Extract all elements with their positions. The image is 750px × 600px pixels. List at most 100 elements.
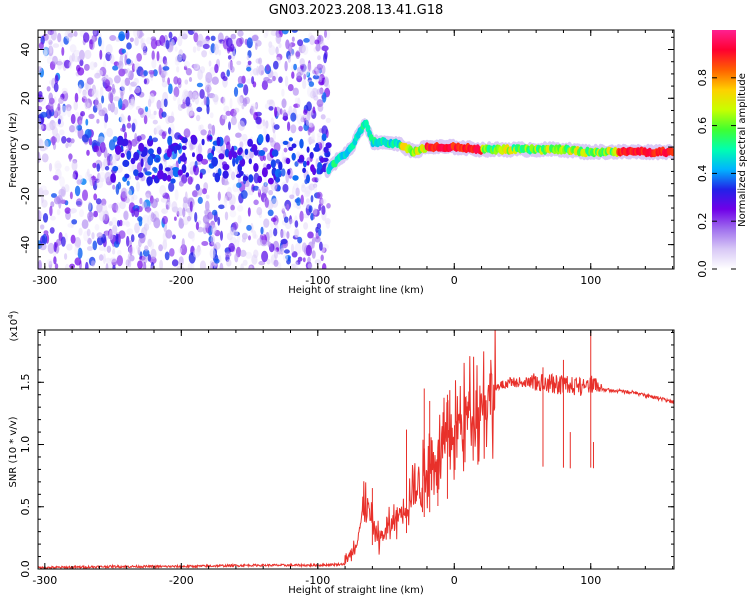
- spectrogram-noise-cell: [109, 54, 115, 64]
- spectrogram-noise-cell: [57, 32, 62, 43]
- spectrogram-noise-cell: [61, 46, 65, 56]
- spectrogram-noise-cell: [80, 111, 85, 117]
- spectrogram-noise-cell: [287, 55, 292, 63]
- spectrogram-noise-cell: [169, 248, 175, 257]
- spectrogram-noise-cell: [311, 177, 318, 183]
- spectrogram-noise-cell: [187, 230, 195, 239]
- spectrogram-noise-cell: [321, 247, 327, 254]
- spectrogram-noise-cell: [65, 104, 72, 112]
- spectrogram-noise-cell: [218, 153, 225, 160]
- spectrogram-noise-cell: [78, 120, 83, 126]
- spectrogram-noise-cell: [128, 246, 136, 256]
- spectrogram-noise-cell: [39, 211, 43, 218]
- spectrogram-noise-cell: [253, 163, 259, 172]
- spectrogram-noise-cell: [196, 82, 203, 88]
- spectrogram-noise-cell: [190, 135, 198, 145]
- spectrogram-noise-cell: [145, 193, 150, 200]
- spectrogram-noise-cell: [158, 244, 164, 252]
- spectrogram-noise-cell: [115, 233, 119, 245]
- spectrogram-noise-cell: [105, 263, 109, 269]
- spectrogram-noise-cell: [78, 227, 83, 236]
- spectrogram-noise-cell: [45, 123, 53, 131]
- snr-multiplier-close: ): [9, 310, 20, 314]
- spectrogram-noise-cell: [71, 160, 78, 171]
- spectrogram-noise-cell: [297, 39, 304, 47]
- spectrogram-noise-cell: [38, 106, 43, 111]
- spectrogram-noise-cell: [46, 259, 54, 265]
- spectrogram-noise-cell: [223, 115, 228, 120]
- spectrogram-noise-cell: [290, 124, 297, 134]
- spectrogram-noise-cell: [136, 135, 142, 142]
- snr-multiplier: (x104): [7, 310, 20, 341]
- spectrogram-noise-cell: [41, 195, 44, 204]
- spectrogram-noise-cell: [125, 30, 130, 40]
- spectrogram-noise-cell: [287, 256, 291, 262]
- spectrogram-noise-cell: [74, 245, 79, 256]
- spectrogram-noise-cell: [108, 139, 116, 151]
- spectrogram-noise-cell: [214, 63, 219, 74]
- spectrogram-x-ticks: -300 -200 -100 0 100: [32, 30, 674, 287]
- spectrogram-noise-cell: [266, 163, 272, 170]
- spectrogram-y-tick-label: -40: [19, 236, 32, 254]
- spectrogram-noise-cell: [147, 214, 152, 226]
- spectrogram-noise-cell: [246, 66, 252, 72]
- spectrogram-noise-cell: [316, 223, 321, 230]
- spectrogram-noise-cell: [146, 36, 152, 45]
- spectrogram-noise-cell: [150, 212, 155, 220]
- spectrogram-noise-cell: [38, 259, 42, 269]
- spectrogram-noise-cell: [201, 50, 208, 58]
- spectrogram-noise-cell: [211, 124, 216, 136]
- spectrogram-noise-cell: [167, 115, 175, 124]
- spectrogram-noise-cell: [194, 212, 198, 223]
- spectrogram-noise-cell: [255, 116, 262, 125]
- spectrogram-noise-cell: [66, 243, 73, 251]
- spectrogram-noise-cell: [207, 152, 214, 160]
- spectrogram-noise-cell: [178, 217, 183, 226]
- spectrogram-noise-cell: [61, 136, 67, 144]
- spectrogram-noise-cell: [236, 205, 244, 212]
- spectrogram-noise-cell: [106, 127, 113, 138]
- spectrogram-noise-cell: [143, 70, 148, 77]
- spectrogram-noise-cell: [175, 144, 182, 151]
- spectrogram-noise-cell: [192, 152, 195, 158]
- spectrogram-noise-cell: [321, 45, 329, 52]
- spectrogram-noise-cell: [42, 189, 49, 196]
- spectrogram-noise-cell: [43, 49, 48, 59]
- spectrogram-noise-cell: [173, 76, 179, 85]
- spectrogram-noise-cell: [233, 86, 239, 97]
- spectrogram-noise-cell: [229, 209, 237, 218]
- spectrogram-noise-cell: [266, 99, 274, 105]
- spectrogram-noise-cell: [242, 259, 248, 266]
- spectrogram-y-ticks: -40 -20 0 20 40: [19, 36, 674, 270]
- spectrogram-noise-cell: [112, 265, 116, 269]
- spectrogram-noise-cell: [38, 187, 44, 197]
- spectrogram-noise-cell: [203, 95, 207, 106]
- spectrogram-noise-cell: [162, 66, 170, 71]
- spectrogram-noise-cell: [81, 134, 89, 143]
- spectrogram-y-label: Frequency (Hz): [8, 112, 19, 188]
- spectrogram-noise-cell: [124, 197, 130, 204]
- spectrogram-noise-cell: [292, 175, 299, 181]
- spectrogram-noise-cell: [222, 170, 229, 179]
- spectrogram-noise-cell: [202, 214, 210, 224]
- spectrogram-noise-cell: [147, 148, 154, 155]
- spectrogram-noise-cell: [176, 265, 184, 269]
- spectrogram-noise-cell: [205, 200, 210, 212]
- spectrogram-noise-cell: [106, 245, 112, 253]
- spectrogram-noise-cell: [137, 32, 145, 37]
- spectrogram-noise-cell: [233, 231, 240, 236]
- spectrogram-noise-cell: [253, 149, 259, 156]
- spectrogram-noise-cell: [52, 126, 58, 137]
- spectrogram-noise-cell: [236, 96, 243, 104]
- spectrogram-noise-cell: [120, 152, 125, 158]
- spectrogram-noise-cell: [144, 106, 149, 112]
- spectrogram-noise-cell: [303, 160, 307, 168]
- spectrogram-noise-cell: [290, 263, 297, 269]
- spectrogram-noise-cell: [211, 76, 219, 85]
- spectrogram-noise-cell: [181, 53, 187, 60]
- spectrogram-noise-cell: [172, 167, 179, 172]
- spectrogram-noise-cell: [322, 92, 327, 103]
- spectrogram-noise-cell: [104, 113, 109, 123]
- spectrogram-noise-cell: [48, 92, 53, 102]
- spectrogram-noise-cell: [93, 193, 98, 201]
